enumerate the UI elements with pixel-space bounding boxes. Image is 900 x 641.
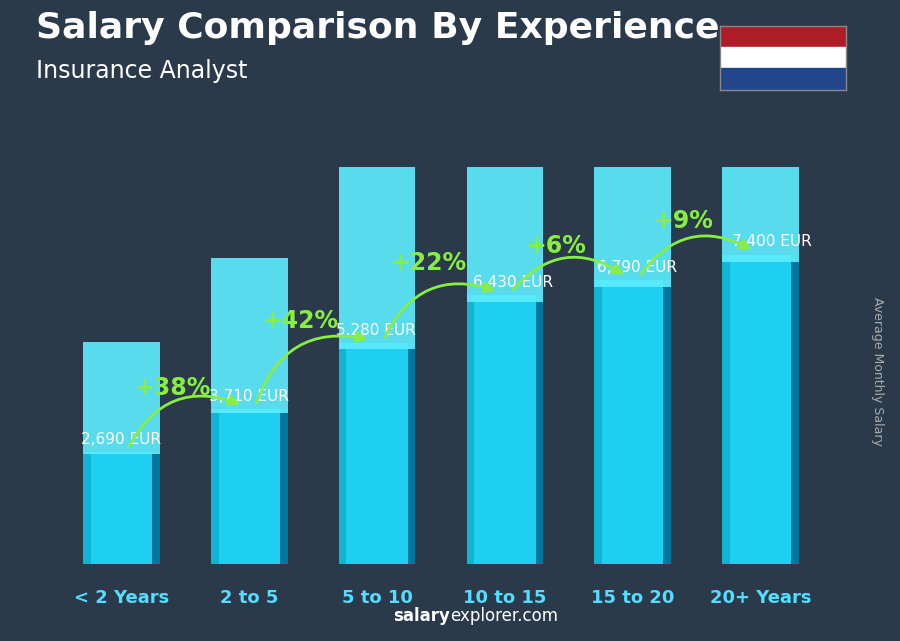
Bar xyxy=(594,280,602,564)
Bar xyxy=(212,409,288,564)
Bar xyxy=(84,342,160,454)
Text: salary: salary xyxy=(393,607,450,625)
Bar xyxy=(84,451,91,564)
Text: +6%: +6% xyxy=(526,234,586,258)
Bar xyxy=(722,254,730,564)
Bar xyxy=(338,343,416,564)
Text: 3,710 EUR: 3,710 EUR xyxy=(209,389,288,404)
Bar xyxy=(152,451,160,564)
Bar xyxy=(466,33,544,302)
Text: 6,430 EUR: 6,430 EUR xyxy=(472,275,553,290)
Text: 15 to 20: 15 to 20 xyxy=(591,589,674,607)
Text: Average Monthly Salary: Average Monthly Salary xyxy=(871,297,884,446)
Bar xyxy=(594,3,670,287)
Text: +9%: +9% xyxy=(653,209,714,233)
Text: 2 to 5: 2 to 5 xyxy=(220,589,279,607)
Bar xyxy=(663,280,670,564)
Bar xyxy=(212,258,288,413)
Text: +42%: +42% xyxy=(263,310,338,333)
Bar xyxy=(720,26,846,47)
Bar xyxy=(594,280,670,564)
Text: < 2 Years: < 2 Years xyxy=(74,589,169,607)
Bar xyxy=(720,69,846,90)
Bar xyxy=(722,254,798,564)
Text: 7,400 EUR: 7,400 EUR xyxy=(733,235,812,249)
Bar xyxy=(338,343,346,564)
Text: 10 to 15: 10 to 15 xyxy=(464,589,546,607)
Bar xyxy=(280,409,288,564)
Bar xyxy=(466,295,474,564)
Text: 2,690 EUR: 2,690 EUR xyxy=(81,431,161,447)
Text: 6,790 EUR: 6,790 EUR xyxy=(597,260,677,275)
Text: Salary Comparison By Experience: Salary Comparison By Experience xyxy=(36,11,719,45)
Bar xyxy=(720,47,846,69)
Text: explorer.com: explorer.com xyxy=(450,607,558,625)
Bar xyxy=(408,343,416,564)
Bar xyxy=(338,128,416,349)
Text: 5 to 10: 5 to 10 xyxy=(342,589,412,607)
Bar xyxy=(466,295,544,564)
Text: +38%: +38% xyxy=(135,376,211,401)
Text: 20+ Years: 20+ Years xyxy=(709,589,811,607)
Text: Insurance Analyst: Insurance Analyst xyxy=(36,60,248,83)
Text: 5,280 EUR: 5,280 EUR xyxy=(337,323,416,338)
Bar xyxy=(536,295,544,564)
Bar xyxy=(791,254,798,564)
Text: +22%: +22% xyxy=(391,251,466,275)
Bar xyxy=(722,0,798,262)
Bar xyxy=(84,451,160,564)
Bar xyxy=(212,409,219,564)
